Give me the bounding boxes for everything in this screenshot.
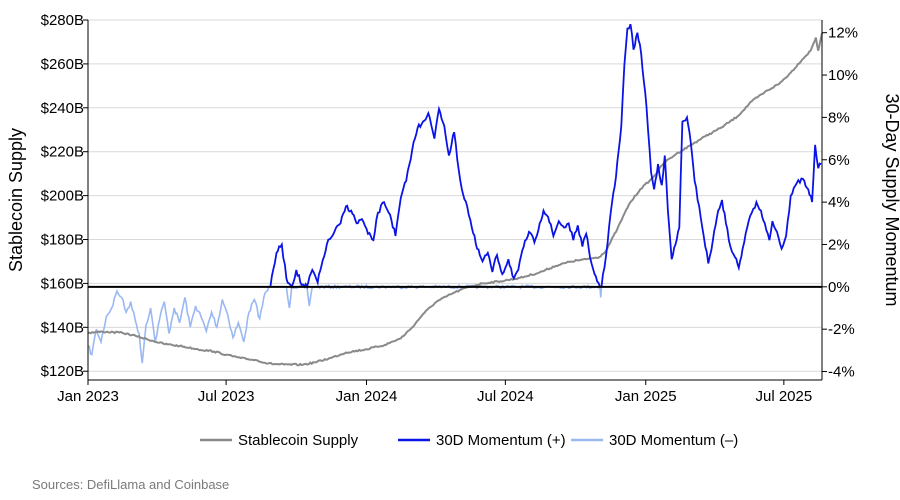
source-note: Sources: DefiLlama and Coinbase bbox=[32, 477, 229, 492]
x-tick-label: Jul 2025 bbox=[755, 388, 812, 405]
right-tick-label: 0% bbox=[828, 279, 850, 296]
right-tick-label: 10% bbox=[828, 67, 858, 84]
left-tick-label: $140B bbox=[41, 319, 84, 336]
left-tick-label: $240B bbox=[41, 100, 84, 117]
momentum-negative-line bbox=[87, 285, 271, 364]
legend-label: 30D Momentum (–) bbox=[609, 432, 738, 449]
left-tick-label: $160B bbox=[41, 275, 84, 292]
gridlines bbox=[88, 19, 822, 372]
right-tick-label: 2% bbox=[828, 236, 850, 253]
stablecoin-supply-line bbox=[88, 32, 823, 367]
x-tick-label: Jan 2023 bbox=[57, 388, 119, 405]
left-tick-label: $120B bbox=[41, 363, 84, 380]
x-tick-label: Jan 2024 bbox=[336, 388, 398, 405]
left-tick-label: $220B bbox=[41, 144, 84, 161]
right-tick-label: 4% bbox=[828, 194, 850, 211]
left-axis-title: Stablecoin Supply bbox=[6, 128, 26, 272]
left-tick-label: $260B bbox=[41, 56, 84, 73]
axes bbox=[83, 19, 827, 385]
x-tick-label: Jan 2025 bbox=[615, 388, 677, 405]
momentum-positive-line bbox=[269, 105, 601, 290]
legend-label: 30D Momentum (+) bbox=[436, 432, 566, 449]
legend-label: Stablecoin Supply bbox=[238, 432, 359, 449]
right-tick-label: 6% bbox=[828, 152, 850, 169]
left-tick-label: $180B bbox=[41, 232, 84, 249]
momentum-positive-line bbox=[600, 23, 822, 287]
right-tick-label: -4% bbox=[828, 364, 855, 381]
tick-labels: $120B $140B $160B $180B $200B $220B $240B $260B… bbox=[41, 12, 858, 405]
right-tick-label: -2% bbox=[828, 321, 855, 338]
x-tick-label: Jul 2024 bbox=[477, 388, 534, 405]
left-tick-label: $280B bbox=[41, 12, 84, 29]
series-layer bbox=[87, 23, 823, 367]
x-tick-label: Jul 2023 bbox=[198, 388, 255, 405]
right-tick-label: 8% bbox=[828, 109, 850, 126]
legend: Stablecoin Supply 30D Momentum (+) 30D Mom… bbox=[200, 432, 738, 449]
left-tick-label: $200B bbox=[41, 188, 84, 205]
right-axis-title: 30-Day Supply Momentum bbox=[882, 93, 900, 306]
right-tick-label: 12% bbox=[828, 25, 858, 42]
